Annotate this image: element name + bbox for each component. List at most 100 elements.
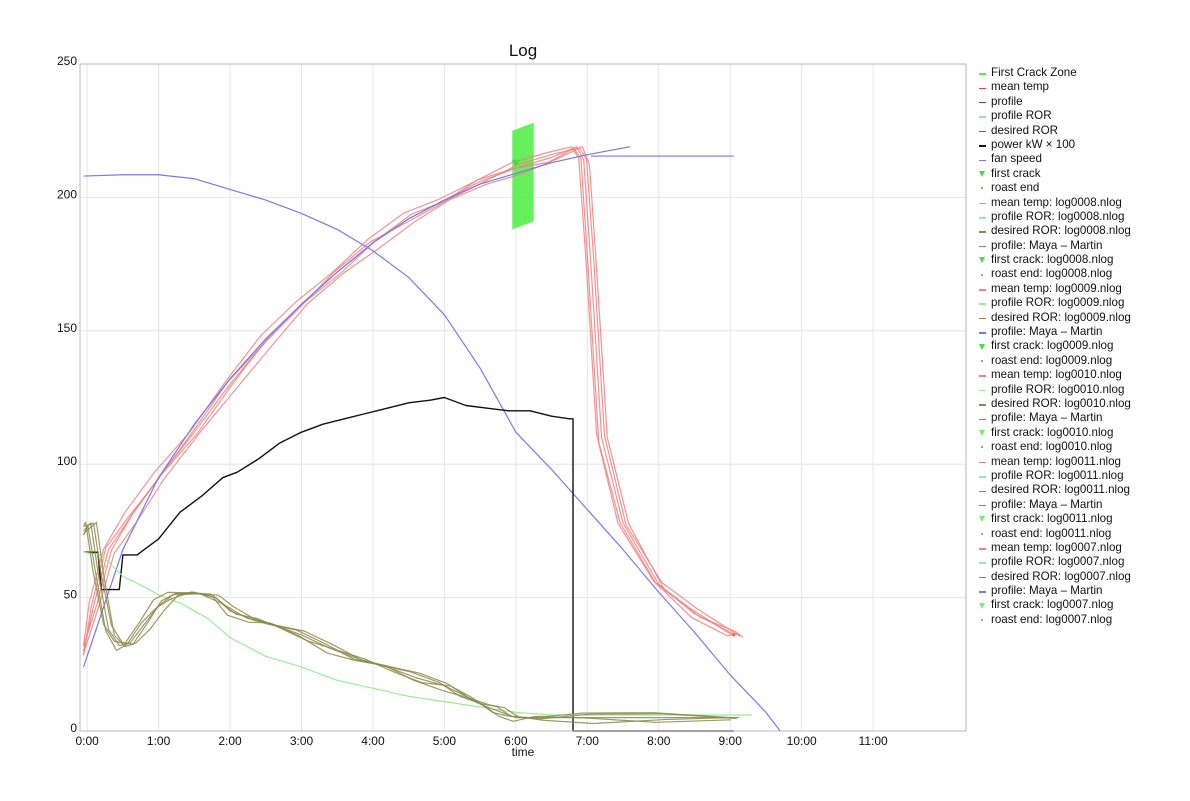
line-swatch-icon (978, 572, 987, 582)
dot-marker-icon (978, 183, 987, 193)
legend-label: profile ROR: log0008.nlog (991, 209, 1125, 223)
triangle-marker-icon (978, 428, 987, 438)
x-tick-label: 0:00 (75, 734, 99, 748)
triangle-marker-icon (978, 514, 987, 524)
line-swatch-icon (978, 385, 987, 395)
axis-ticks: 0:00 1:00 2:00 3:00 4:00 5:00 6:00 7:00 8:00 9:00… (57, 54, 888, 748)
legend-item: profile (978, 95, 1183, 109)
legend-item: first crack (978, 167, 1183, 181)
line-swatch-icon (978, 298, 987, 308)
triangle-marker-icon (978, 601, 987, 611)
legend-label: profile: Maya – Martin (991, 411, 1103, 425)
legend-label: roast end (991, 181, 1040, 195)
legend-item: first crack: log0007.nlog (978, 598, 1183, 612)
y-tick-label: 200 (57, 187, 77, 201)
series-line-mean-temp (82, 147, 735, 656)
line-swatch-icon (978, 226, 987, 236)
x-tick-label: 5:00 (433, 734, 457, 748)
series-line-power (83, 396, 734, 732)
legend-item: desired ROR: log0008.nlog (978, 224, 1183, 238)
legend-label: roast end: log0009.nlog (991, 353, 1113, 367)
x-tick-label: 6:00 (504, 734, 528, 748)
legend-label: profile ROR: log0007.nlog (991, 555, 1125, 569)
legend-item: desired ROR: log0007.nlog (978, 570, 1183, 584)
legend-item: profile ROR (978, 109, 1183, 123)
legend-item: first crack: log0009.nlog (978, 339, 1183, 353)
legend-label: profile: Maya – Martin (991, 325, 1103, 339)
legend-label: roast end: log0007.nlog (991, 612, 1113, 626)
legend-label: profile: Maya – Martin (991, 584, 1103, 598)
legend-item: First Crack Zone (978, 66, 1183, 80)
x-tick-label: 1:00 (147, 734, 171, 748)
dot-marker-icon (978, 442, 987, 452)
legend-label: power kW × 100 (991, 137, 1076, 151)
legend-item: roast end: log0008.nlog (978, 267, 1183, 281)
legend-item: fan speed (978, 152, 1183, 166)
legend-item: power kW × 100 (978, 138, 1183, 152)
legend-label: first crack: log0010.nlog (991, 425, 1114, 439)
legend-label: first crack: log0008.nlog (991, 253, 1114, 267)
legend-label: mean temp: log0011.nlog (991, 454, 1121, 468)
legend-label: first crack: log0007.nlog (991, 598, 1114, 612)
legend-item: desired ROR (978, 124, 1183, 138)
y-tick-label: 150 (57, 321, 77, 335)
y-tick-label: 0 (70, 721, 77, 735)
first-crack-marker (511, 159, 520, 167)
legend-label: First Crack Zone (991, 66, 1077, 79)
x-tick-label: 7:00 (576, 734, 600, 748)
legend-label: mean temp: log0007.nlog (991, 540, 1122, 554)
legend-item: first crack: log0010.nlog (978, 426, 1183, 440)
legend-label: fan speed (991, 152, 1042, 166)
x-tick-label: 8:00 (647, 734, 671, 748)
line-swatch-icon (978, 457, 987, 467)
series-line-mean-temp (82, 146, 733, 646)
legend-item: mean temp: log0011.nlog (978, 455, 1183, 469)
legend: First Crack Zone mean temp profile profile … (978, 66, 1183, 627)
legend-item: desired ROR: log0011.nlog (978, 483, 1183, 497)
legend-item: profile: Maya – Martin (978, 325, 1183, 339)
legend-label: profile: Maya – Martin (991, 238, 1103, 252)
legend-label: mean temp: log0009.nlog (991, 281, 1122, 295)
legend-item: profile: Maya – Martin (978, 411, 1183, 425)
legend-label: desired ROR: log0011.nlog (991, 483, 1130, 497)
legend-label: desired ROR: log0009.nlog (991, 310, 1131, 324)
x-tick-label: 4:00 (361, 734, 385, 748)
chart-title: Log (509, 41, 537, 60)
x-tick-label: 3:00 (290, 734, 314, 748)
line-swatch-icon (978, 241, 987, 251)
line-swatch-icon (978, 126, 987, 136)
legend-label: desired ROR: log0008.nlog (991, 224, 1131, 238)
dot-marker-icon (978, 615, 987, 625)
line-swatch-icon (978, 327, 987, 337)
legend-item: roast end: log0009.nlog (978, 354, 1183, 368)
series-line-profile (83, 146, 631, 668)
line-swatch-icon (978, 97, 987, 107)
legend-item: profile ROR: log0010.nlog (978, 383, 1183, 397)
legend-label: desired ROR: log0010.nlog (991, 396, 1131, 410)
legend-label: first crack: log0011.nlog (991, 512, 1113, 526)
legend-item: profile ROR: log0009.nlog (978, 296, 1183, 310)
line-swatch-icon (978, 414, 987, 424)
legend-label: profile (991, 94, 1023, 108)
legend-item: first crack: log0011.nlog (978, 512, 1183, 526)
first-crack-zone-band (512, 122, 534, 230)
legend-item: profile: Maya – Martin (978, 239, 1183, 253)
series-line-desired-ror (83, 521, 729, 719)
line-swatch-icon (978, 212, 987, 222)
y-tick-label: 250 (57, 54, 77, 68)
x-tick-label: 9:00 (719, 734, 743, 748)
legend-item: profile: Maya – Martin (978, 584, 1183, 598)
legend-label: mean temp (991, 80, 1049, 94)
legend-item: mean temp: log0008.nlog (978, 196, 1183, 210)
y-tick-label: 100 (57, 454, 77, 468)
legend-label: mean temp: log0010.nlog (991, 368, 1122, 382)
legend-label: profile ROR (991, 109, 1052, 123)
dot-marker-icon (978, 270, 987, 280)
legend-label: profile ROR: log0011.nlog (991, 468, 1124, 482)
legend-item: desired ROR: log0009.nlog (978, 311, 1183, 325)
line-swatch-icon (978, 198, 987, 208)
series-group (82, 145, 781, 732)
x-tick-label: 10:00 (787, 734, 817, 748)
legend-item: mean temp: log0010.nlog (978, 368, 1183, 382)
line-swatch-icon (978, 155, 987, 165)
